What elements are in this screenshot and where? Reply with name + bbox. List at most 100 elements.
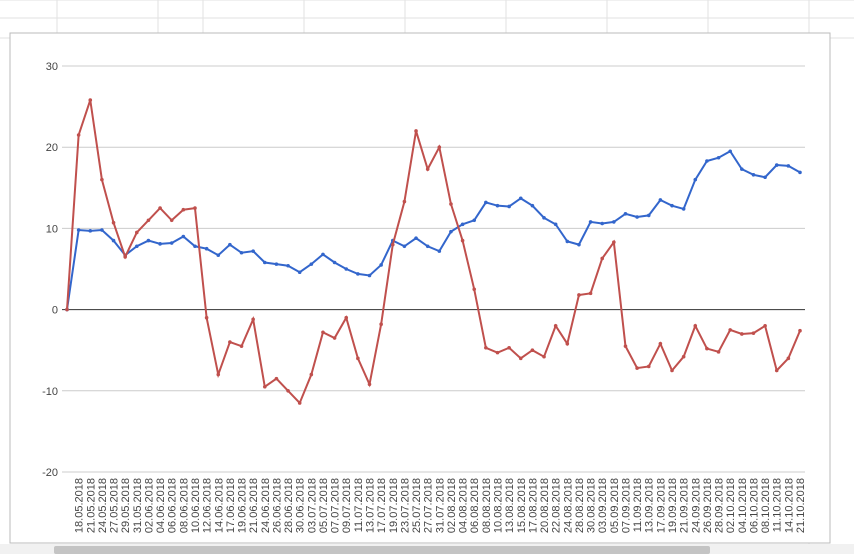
point (716, 350, 721, 354)
point (193, 206, 197, 210)
x-tick-label: 03.07.2018 (306, 478, 318, 533)
x-tick-label: 09.07.2018 (341, 478, 353, 533)
point (449, 202, 453, 206)
point (460, 222, 465, 227)
y-tick-label: 20 (46, 142, 58, 154)
x-tick-label: 31.05.2018 (132, 478, 144, 533)
point (786, 356, 791, 361)
scrollbar-thumb[interactable] (54, 546, 710, 554)
point (774, 163, 779, 167)
point (472, 218, 477, 223)
x-tick-label: 28.06.2018 (283, 478, 295, 533)
point (181, 207, 186, 212)
point (402, 244, 407, 249)
point (239, 344, 244, 348)
point (146, 218, 151, 223)
x-tick-label: 21.06.2018 (248, 478, 260, 533)
point (472, 287, 477, 292)
point (286, 389, 290, 393)
point (437, 249, 442, 253)
point (518, 196, 523, 201)
x-tick-label: 05.07.2018 (318, 478, 330, 533)
point (740, 167, 744, 171)
point (344, 267, 349, 271)
point (623, 211, 628, 216)
x-tick-label: 08.06.2018 (178, 478, 190, 533)
x-tick-label: 28.09.2018 (714, 478, 726, 533)
point (507, 345, 511, 350)
x-tick-label: 17.08.2018 (527, 478, 539, 533)
point (553, 222, 558, 227)
point (693, 324, 698, 328)
point (740, 332, 744, 336)
point (402, 199, 407, 204)
x-tick-label: 19.06.2018 (237, 478, 249, 533)
point (484, 200, 488, 205)
x-tick-label: 12.06.2018 (202, 478, 214, 533)
x-tick-label: 03.09.2018 (597, 478, 609, 533)
x-tick-label: 17.06.2018 (225, 478, 237, 533)
point (379, 322, 383, 327)
x-tick-label: 27.07.2018 (423, 478, 435, 533)
point (65, 307, 69, 312)
point (530, 348, 535, 353)
point (88, 229, 93, 233)
point (100, 228, 104, 232)
x-tick-label: 24.05.2018 (97, 478, 109, 533)
point (216, 372, 221, 377)
point (100, 177, 104, 182)
series-line (66, 99, 801, 405)
point (367, 273, 372, 278)
point (123, 255, 127, 259)
point (588, 291, 593, 296)
point (612, 240, 616, 245)
x-tick-label: 06.10.2018 (748, 478, 760, 533)
point (658, 341, 663, 346)
point (332, 336, 337, 340)
point (216, 253, 221, 257)
point (681, 207, 686, 211)
point (670, 203, 674, 208)
x-tick-label: 21.10.2018 (795, 478, 807, 533)
point (728, 328, 732, 332)
point (670, 368, 674, 373)
x-tick-label: 10.06.2018 (190, 478, 202, 533)
point (565, 239, 570, 244)
x-tick-label: 13.07.2018 (365, 478, 377, 533)
point (588, 220, 593, 224)
x-tick-label: 10.08.2018 (492, 478, 504, 533)
plot: -20 -10 0 10 20 30 18.05.2018 21.05.2018 24.05.2… (42, 61, 807, 533)
point (786, 164, 791, 168)
x-tick-label: 07.09.2018 (620, 478, 632, 533)
point (286, 263, 290, 268)
point (111, 220, 116, 225)
point (228, 340, 232, 344)
x-tick-label: 24.09.2018 (690, 478, 702, 533)
point (158, 206, 162, 210)
point (228, 242, 232, 247)
x-tick-label: 26.06.2018 (271, 478, 283, 533)
x-tick-label: 06.06.2018 (167, 478, 179, 533)
x-tick-label: 02.08.2018 (446, 478, 458, 533)
point (600, 256, 605, 261)
x-tick-label: 18.05.2018 (74, 478, 86, 533)
x-tick-label: 11.09.2018 (632, 478, 644, 532)
point (425, 244, 430, 249)
y-tick-label: -10 (42, 386, 58, 398)
point (658, 198, 663, 202)
x-tick-label: 20.08.2018 (539, 478, 551, 533)
point (542, 354, 546, 359)
point (577, 242, 581, 247)
point (344, 315, 349, 320)
point (274, 262, 279, 266)
point (309, 262, 314, 266)
x-tick-label: 31.07.2018 (434, 478, 446, 533)
point (495, 350, 500, 355)
point (553, 324, 558, 328)
x-tick-label: 08.10.2018 (760, 478, 772, 533)
point (600, 221, 605, 226)
point (774, 368, 779, 373)
x-tick-label: 19.07.2018 (388, 478, 400, 533)
point (530, 203, 535, 208)
